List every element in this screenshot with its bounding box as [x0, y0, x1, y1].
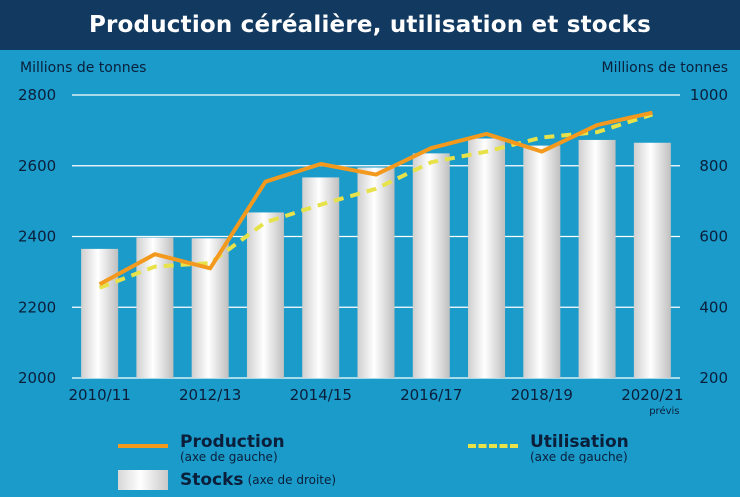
- utilisation-line: [98, 112, 653, 290]
- stocks-bar: [81, 248, 119, 378]
- left-tick-label: 2000: [18, 369, 56, 387]
- right-tick-label: 400: [699, 298, 728, 316]
- right-tick-label: 600: [699, 228, 728, 246]
- x-tick-label: 2016/17: [400, 386, 462, 404]
- stocks-bar: [468, 138, 506, 378]
- stocks-bar: [191, 238, 229, 378]
- ticks-layer: 2000 2200 2400 2600 2800 200 400 600 800 1000 2010…: [18, 86, 728, 417]
- stocks-bar: [523, 145, 561, 378]
- x-tick-label: 2018/19: [511, 386, 573, 404]
- stocks-bar: [412, 153, 450, 378]
- utilisation-swatch: [468, 444, 518, 448]
- legend-production-name: Production: [180, 432, 285, 452]
- legend-utilisation-name: Utilisation: [530, 432, 629, 452]
- x-tick-label: 2014/15: [290, 386, 352, 404]
- right-tick-label: 1000: [690, 86, 728, 104]
- chart-plot: 2000 2200 2400 2600 2800 200 400 600 800 1000 2010…: [18, 86, 728, 417]
- left-tick-label: 2400: [18, 228, 56, 246]
- legend-production-sub: (axe de gauche): [180, 450, 278, 464]
- legend-item-stocks: Stocks (axe de droite): [118, 470, 336, 490]
- right-tick-label: 200: [699, 369, 728, 387]
- production-swatch: [118, 444, 168, 448]
- bars-layer: [81, 138, 671, 378]
- title-bar: Production céréalière, utilisation et st…: [0, 0, 740, 50]
- stocks-swatch: [118, 470, 168, 490]
- legend: Production (axe de gauche) Utilisation (…: [0, 428, 740, 497]
- right-tick-label: 800: [699, 157, 728, 175]
- left-axis-label: Millions de tonnes: [20, 60, 147, 76]
- right-axis-label: Millions de tonnes: [601, 60, 728, 76]
- lines-layer: [98, 110, 653, 290]
- legend-utilisation-sub: (axe de gauche): [530, 450, 628, 464]
- stocks-bar: [578, 139, 616, 378]
- x-tick-label: 2012/13: [179, 386, 241, 404]
- production-line: [98, 110, 653, 287]
- legend-stocks-sub: (axe de droite): [247, 473, 337, 487]
- x-tick-note: prévis: [649, 405, 679, 417]
- stocks-bar: [246, 212, 284, 378]
- left-tick-label: 2200: [18, 298, 56, 316]
- x-tick-label: 2020/21: [621, 386, 683, 404]
- legend-item-utilisation: Utilisation (axe de gauche): [468, 434, 629, 463]
- legend-stocks-name: Stocks: [180, 470, 244, 490]
- stocks-bar: [302, 177, 340, 378]
- legend-item-production: Production (axe de gauche): [118, 434, 285, 463]
- stocks-bar: [633, 142, 671, 378]
- left-tick-label: 2600: [18, 157, 56, 175]
- left-tick-label: 2800: [18, 86, 56, 104]
- x-tick-label: 2010/11: [68, 386, 130, 404]
- stocks-bar: [357, 167, 395, 378]
- chart-title: Production céréalière, utilisation et st…: [88, 12, 652, 38]
